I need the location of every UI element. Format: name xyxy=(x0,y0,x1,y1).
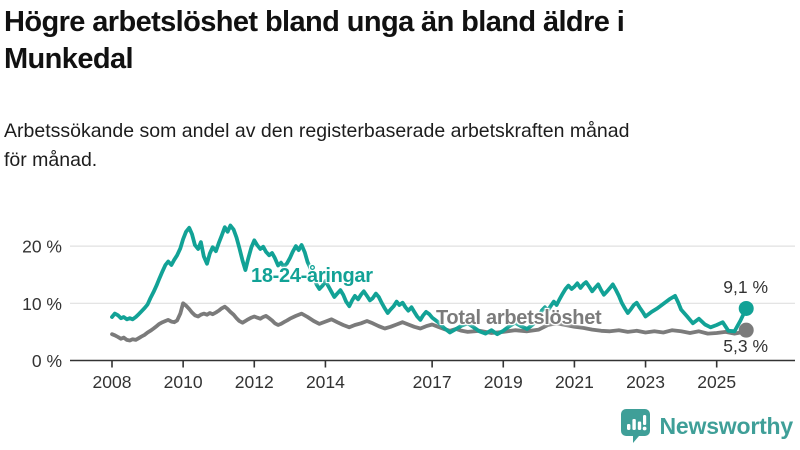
y-tick-label: 10 % xyxy=(22,294,62,314)
series-end-dot-total xyxy=(738,322,754,338)
x-tick-label: 2012 xyxy=(235,372,274,392)
newsworthy-brand-name: Newsworthy xyxy=(659,412,794,439)
series-label-total: Total arbetslöshet xyxy=(436,307,602,329)
x-tick-label: 2010 xyxy=(164,372,203,392)
chart-subtitle-line-2: för månad. xyxy=(4,149,98,171)
chart-subtitle-line-1: Arbetssökande som andel av den registerb… xyxy=(4,120,630,142)
newsworthy-logo-icon xyxy=(620,409,650,443)
newsworthy-brand: Newsworthy xyxy=(620,408,793,444)
series-label-young: 18-24-åringar xyxy=(251,265,373,287)
page-title-line-1: Högre arbetslöshet bland unga än bland ä… xyxy=(4,6,625,38)
end-value-young: 9,1 % xyxy=(723,277,768,297)
series-line-total xyxy=(110,301,749,343)
x-tick-label: 2025 xyxy=(697,372,736,392)
page-title-line-2: Munkedal xyxy=(4,43,134,75)
series-end-dot-young xyxy=(738,300,754,316)
x-tick-label: 2019 xyxy=(484,372,523,392)
y-tick-label: 20 % xyxy=(22,237,62,257)
chart-subtitle: Arbetssökande som andel av den registerb… xyxy=(4,117,796,175)
x-tick-label: 2021 xyxy=(555,372,594,392)
series-line-young xyxy=(110,223,749,337)
y-tick-label: 0 % xyxy=(32,351,62,371)
x-tick-label: 2014 xyxy=(306,372,345,392)
x-tick-label: 2023 xyxy=(626,372,665,392)
page-title: Högre arbetslöshet bland unga än bland ä… xyxy=(4,4,796,78)
x-tick-label: 2008 xyxy=(93,372,132,392)
x-tick-label: 2017 xyxy=(413,372,452,392)
end-value-total: 5,3 % xyxy=(723,336,768,356)
